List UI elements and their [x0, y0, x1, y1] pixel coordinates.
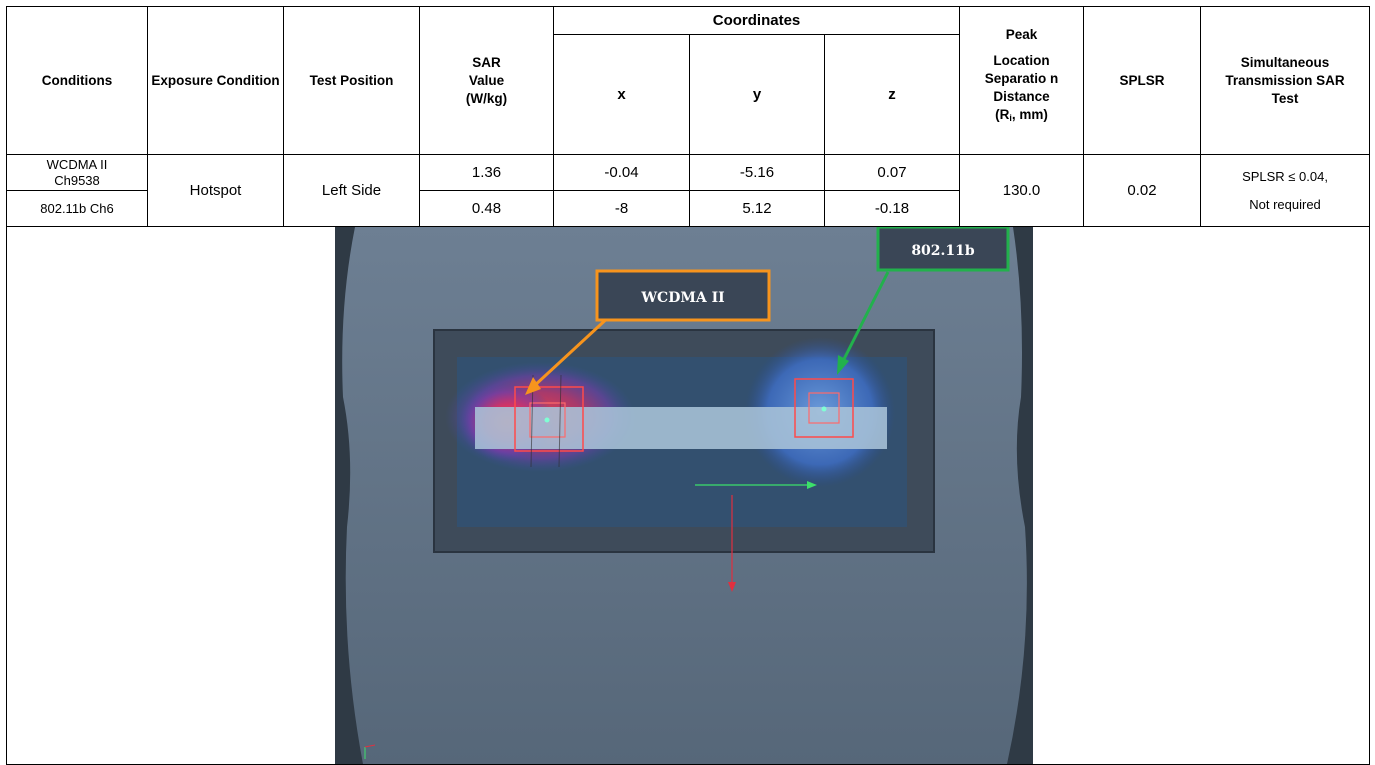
- header-test-position: Test Position: [283, 6, 420, 155]
- sar-value: 0.48: [419, 190, 554, 227]
- simultaneous-line1: SPLSR ≤ 0.04,: [1242, 168, 1328, 184]
- header-z: z: [823, 34, 961, 155]
- header-x: x: [553, 34, 690, 155]
- header-simultaneous: Simultaneous Transmission SAR Test: [1200, 6, 1371, 155]
- header-splsr: SPLSR: [1083, 6, 1202, 155]
- test-position-value: Left Side: [283, 154, 420, 227]
- coord-y: 5.12: [689, 190, 825, 227]
- peak-separation-value: 130.0: [959, 154, 1085, 227]
- sar-value: 1.36: [419, 154, 554, 191]
- sar-plot-svg: WCDMA II 802.11b: [335, 227, 1033, 764]
- wifi-label: 802.11b: [911, 243, 975, 259]
- sar-plot-cell: WCDMA II 802.11b: [5, 226, 1371, 765]
- table-row: WCDMA II Ch9538 Hotspot Left Side 1.36 -…: [6, 154, 1371, 227]
- header-peak-location: Peak Location Separatio n Distance (Ri, …: [959, 6, 1085, 155]
- simultaneous-value: SPLSR ≤ 0.04, Not required: [1200, 154, 1371, 227]
- header-peak-line2: Location Separatio n Distance: [984, 53, 1059, 104]
- header-y: y: [689, 34, 825, 155]
- simultaneous-line2: Not required: [1249, 196, 1321, 212]
- coord-z: -0.18: [823, 190, 961, 227]
- header-peak-line1: Peak: [1005, 27, 1038, 42]
- header-sar-value: SAR Value (W/kg): [419, 6, 554, 155]
- sar-distribution-image: WCDMA II 802.11b: [335, 227, 1033, 764]
- table-row: 802.11b Ch6 0.48 -8 5.12 -0.18: [6, 190, 1370, 227]
- sar-results-table: Conditions Exposure Condition Test Posit…: [5, 6, 1371, 765]
- header-conditions: Conditions: [6, 6, 148, 155]
- wcdma-label-box: [595, 269, 771, 322]
- coord-x: -0.04: [553, 154, 690, 191]
- wifi-label-box: [876, 227, 1010, 272]
- wcdma-label: WCDMA II: [640, 290, 724, 306]
- row-condition: 802.11b Ch6: [6, 190, 148, 227]
- header-coordinates: Coordinates: [552, 6, 961, 35]
- coord-y: -5.16: [689, 154, 825, 191]
- row-condition: WCDMA II Ch9538: [6, 154, 148, 191]
- exposure-condition-value: Hotspot: [147, 154, 284, 227]
- header-exposure-condition: Exposure Condition: [147, 6, 284, 155]
- splsr-value: 0.02: [1083, 154, 1202, 227]
- header-peak-unit: (Ri, mm): [995, 107, 1048, 123]
- coord-z: 0.07: [823, 154, 961, 191]
- coord-x: -8: [553, 190, 690, 227]
